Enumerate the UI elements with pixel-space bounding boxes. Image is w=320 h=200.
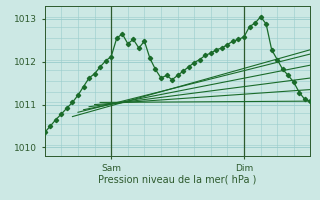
X-axis label: Pression niveau de la mer( hPa ): Pression niveau de la mer( hPa ) [99,174,257,184]
